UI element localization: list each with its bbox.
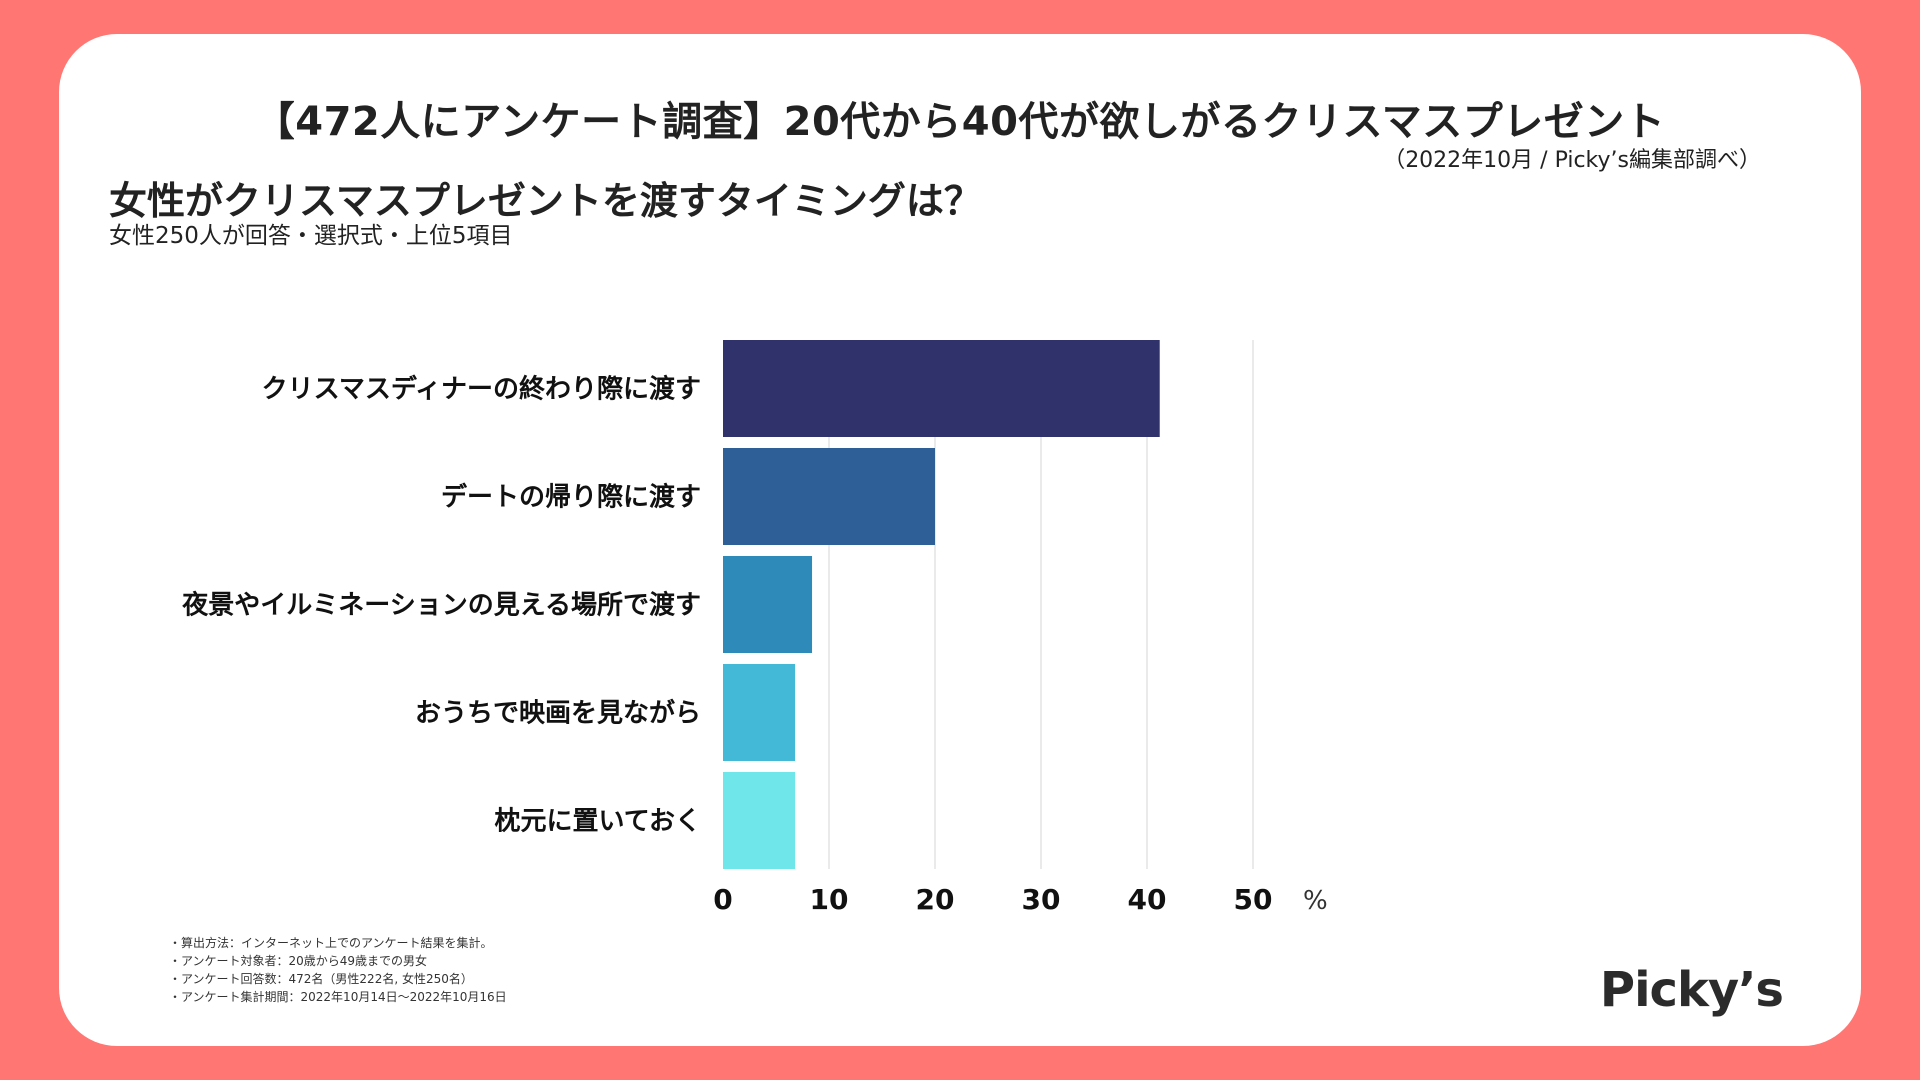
x-tick-label-20: 20: [916, 883, 955, 916]
source-note: （2022年10月 / Picky’s編集部調べ）: [1383, 148, 1761, 173]
category-label-1: クリスマスディナーの終わり際に渡す: [262, 374, 701, 405]
survey-notes: ・算出方法：インターネット上でのアンケート結果を集計。 ・アンケート対象者：20…: [169, 934, 507, 1006]
x-tick-label-40: 40: [1128, 883, 1167, 916]
note-target: ・アンケート対象者：20歳から49歳までの男女: [169, 954, 428, 968]
x-tick-label-0: 0: [713, 883, 732, 916]
x-tick-label-30: 30: [1022, 883, 1061, 916]
bar-4: [723, 664, 796, 761]
bar-chart: クリスマスディナーの終わり際に渡すデートの帰り際に渡す夜景やイルミネーションの見…: [181, 340, 1328, 916]
note-period: ・アンケート集計期間：2022年10月14日〜2022年10月16日: [169, 990, 507, 1004]
chart-subtitle: 女性250人が回答・選択式・上位5項目: [109, 223, 513, 249]
bar-1: [723, 340, 1160, 437]
category-label-5: 枕元に置いておく: [495, 807, 701, 837]
pickys-logo: Picky’s: [1599, 962, 1784, 1018]
x-axis-unit: %: [1303, 886, 1328, 916]
bar-2: [723, 448, 935, 545]
category-label-4: おうちで映画を見ながら: [415, 698, 701, 729]
main-title: 【472人にアンケート調査】20代から40代が欲しがるクリスマスプレゼント: [254, 99, 1666, 145]
category-labels: クリスマスディナーの終わり際に渡すデートの帰り際に渡す夜景やイルミネーションの見…: [181, 374, 701, 837]
chart-title: 女性がクリスマスプレゼントを渡すタイミングは？: [109, 179, 982, 223]
category-label-2: デートの帰り際に渡す: [441, 482, 701, 513]
bars: [723, 340, 1160, 869]
note-count: ・アンケート回答数：472名（男性222名, 女性250名）: [169, 972, 473, 986]
note-method: ・算出方法：インターネット上でのアンケート結果を集計。: [169, 936, 493, 950]
x-axis-ticks: 0 10 20 30 40 50%: [713, 883, 1327, 916]
x-tick-label-10: 10: [810, 883, 849, 916]
bar-3: [723, 556, 813, 653]
category-label-3: 夜景やイルミネーションの見える場所で渡す: [181, 590, 701, 621]
chart-card: 【472人にアンケート調査】20代から40代が欲しがるクリスマスプレゼント （2…: [59, 34, 1861, 1046]
bar-5: [723, 772, 796, 869]
x-tick-label-50: 50: [1234, 883, 1273, 916]
